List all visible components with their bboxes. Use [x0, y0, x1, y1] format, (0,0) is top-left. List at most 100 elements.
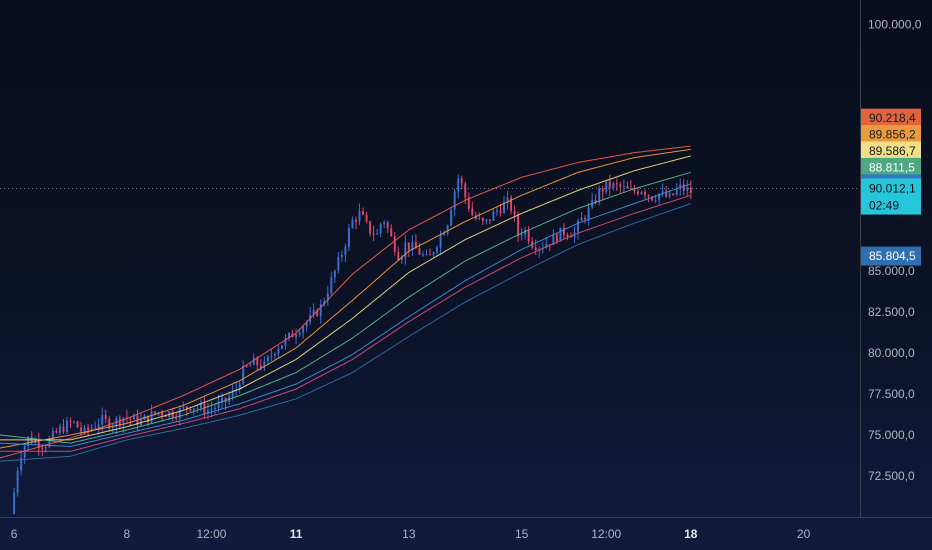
price-badge-label: 89.586,7: [869, 144, 916, 158]
candle-body: [651, 196, 654, 201]
y-axis-ticks: 100.000,0 85.000,0 82.500,0 80.000,0 77.500,…: [868, 18, 922, 483]
candle-body: [154, 411, 157, 414]
candle-body: [397, 251, 400, 261]
candle-body: [488, 219, 491, 221]
candle-body: [122, 417, 125, 425]
y-tick-label: 75.000,0: [868, 428, 915, 442]
price-badges: 90.218,489.856,289.586,788.811,587.832,2…: [861, 108, 921, 266]
candle-body: [414, 241, 417, 249]
candle-body: [411, 241, 414, 250]
candle-body: [266, 356, 269, 362]
price-badge-label: 90.218,4: [869, 111, 916, 125]
candle-body: [280, 345, 283, 349]
candle-body: [192, 408, 195, 411]
candle-body: [499, 210, 502, 213]
candle-body: [319, 304, 322, 316]
candle-body: [129, 418, 132, 420]
candle-body: [132, 415, 135, 420]
candle-body: [108, 418, 111, 429]
candle-body: [594, 200, 597, 203]
candle-body: [214, 407, 216, 410]
candle-body: [425, 254, 428, 256]
candle-body: [87, 427, 90, 431]
candle-body: [647, 195, 650, 197]
price-badge: [861, 141, 921, 161]
moving-average-line-3: [0, 155, 691, 441]
candle-body: [104, 415, 107, 419]
candle-body: [340, 255, 343, 258]
candle-body: [644, 191, 646, 196]
candle-body: [436, 247, 439, 253]
price-badge: [861, 157, 921, 177]
candle-body: [182, 406, 185, 409]
candles-layer: [13, 174, 692, 515]
candle-body: [23, 445, 26, 458]
candle-body: [605, 181, 608, 192]
candle-body: [41, 447, 44, 449]
candle-body: [101, 415, 104, 425]
candle-body: [679, 184, 682, 189]
candle-body: [665, 191, 668, 197]
candle-body: [555, 234, 558, 242]
candle-body: [358, 211, 361, 222]
candle-body: [51, 430, 54, 439]
candle-body: [312, 309, 315, 315]
candle-body: [27, 436, 30, 446]
x-tick-label: 18: [684, 527, 698, 541]
candle-body: [157, 412, 160, 414]
candle-body: [80, 427, 83, 432]
candle-body: [404, 242, 407, 258]
candle-body: [242, 365, 245, 384]
x-tick-label: 12:00: [196, 527, 226, 541]
y-tick-label: 100.000,0: [868, 18, 922, 32]
moving-average-line-2: [0, 148, 691, 449]
y-tick-label: 72.500,0: [868, 469, 915, 483]
candle-body: [284, 337, 287, 346]
price-badge-label: 89.856,2: [869, 128, 916, 142]
candle-body: [199, 403, 202, 408]
candle-body: [337, 257, 340, 271]
candle-body: [619, 184, 622, 187]
candle-body: [654, 199, 657, 201]
y-tick-label: 80.000,0: [868, 346, 915, 360]
candle-body: [270, 355, 273, 357]
candle-body: [517, 214, 520, 236]
candle-body: [584, 217, 587, 220]
candle-body: [196, 407, 199, 409]
candle-body: [612, 183, 615, 188]
candle-body: [471, 208, 474, 216]
y-tick-label: 85.000,0: [868, 264, 915, 278]
candle-body: [520, 234, 523, 236]
candle-body: [562, 227, 565, 235]
candle-body: [379, 223, 382, 234]
current-price-badge: [861, 178, 921, 215]
candle-body: [369, 221, 372, 234]
candle-body: [111, 426, 114, 429]
candle-body: [481, 218, 484, 222]
candle-body: [492, 211, 495, 221]
moving-average-line-7: [0, 203, 691, 462]
candle-body: [421, 254, 424, 256]
candle-body: [217, 401, 220, 408]
candle-body: [171, 411, 174, 418]
candle-body: [372, 233, 375, 235]
candle-body: [633, 188, 636, 192]
candle-body: [668, 193, 671, 197]
candle-body: [147, 415, 150, 423]
candle-body: [94, 427, 97, 429]
candle-body: [206, 410, 209, 414]
candle-body: [238, 383, 241, 390]
candle-body: [400, 257, 403, 261]
y-tick-label: 82.500,0: [868, 305, 915, 319]
candle-body: [58, 426, 61, 433]
candle-body: [548, 244, 551, 246]
moving-averages-layer: [0, 145, 691, 462]
candle-body: [675, 188, 678, 195]
candle-body: [73, 421, 75, 423]
candle-body: [16, 470, 19, 493]
candle-body: [457, 178, 460, 192]
price-badge-label: 85.804,5: [869, 249, 916, 263]
candle-body: [326, 293, 329, 301]
